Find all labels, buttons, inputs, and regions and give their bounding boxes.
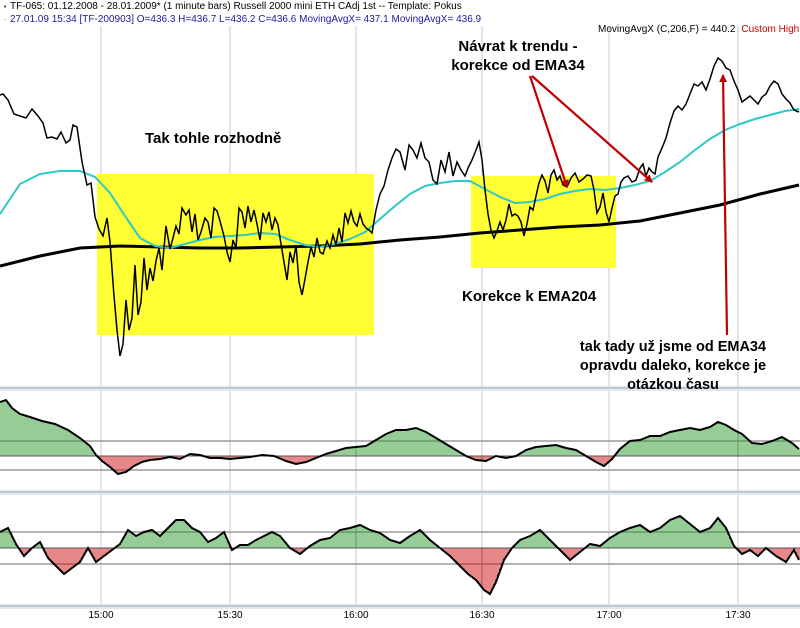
header-title: TF-065: 01.12.2008 - 28.01.2009* (1 minu… bbox=[10, 1, 462, 12]
oscillator-line bbox=[0, 514, 800, 596]
arrow-to-peak bbox=[719, 74, 729, 336]
moving-average-info: MovingAvgX (C,206,F) = 440.2 Custom High bbox=[598, 24, 799, 35]
annotation-tak-tohle: Tak tohle rozhodně bbox=[145, 130, 282, 147]
x-tick-label: 15:30 bbox=[217, 610, 243, 621]
oscillator-1-panel bbox=[0, 398, 800, 476]
highlight-zones bbox=[97, 174, 616, 335]
x-tick-label: 16:00 bbox=[343, 610, 369, 621]
annotation-daleko: tak tady už jsme od EMA34 opravdu daleko… bbox=[579, 339, 767, 393]
annotation-korekce-204: Korekce k EMA204 bbox=[462, 288, 597, 305]
highlight-zone bbox=[471, 176, 616, 268]
arrow-to-korekce-2 bbox=[531, 75, 653, 183]
ma-info-extra: Custom High bbox=[741, 24, 800, 35]
oscillator-2-panel bbox=[0, 514, 800, 596]
series-lines bbox=[0, 56, 800, 357]
arrow-to-korekce-1 bbox=[528, 75, 569, 188]
ema204-line bbox=[0, 183, 800, 268]
chart-window-icon: ▪ bbox=[3, 2, 7, 11]
highlight-zone bbox=[97, 174, 374, 335]
x-tick-label: 17:30 bbox=[725, 610, 751, 621]
header-line-1: ▪ TF-065: 01.12.2008 - 28.01.2009* (1 min… bbox=[0, 0, 800, 13]
oscillator-line bbox=[0, 398, 800, 476]
price-line bbox=[0, 56, 800, 357]
panel-separators bbox=[0, 386, 800, 609]
data-window-icon: · bbox=[3, 15, 7, 24]
ema34-line bbox=[0, 108, 800, 250]
x-tick-label: 17:00 bbox=[596, 610, 622, 621]
annotation-navrat: Návrat k trendu - korekce od EMA34 bbox=[451, 38, 585, 74]
x-tick-label: 16:30 bbox=[469, 610, 495, 621]
x-tick-label: 15:00 bbox=[88, 610, 114, 621]
header-quote: 27.01.09 15:34 [TF-200903] O=436.3 H=436… bbox=[10, 14, 482, 25]
header-line-2: · 27.01.09 15:34 [TF-200903] O=436.3 H=43… bbox=[0, 13, 800, 26]
annotation-arrows bbox=[528, 74, 729, 336]
ma-info-label: MovingAvgX (C,206,F) = 440.2 bbox=[598, 24, 736, 35]
